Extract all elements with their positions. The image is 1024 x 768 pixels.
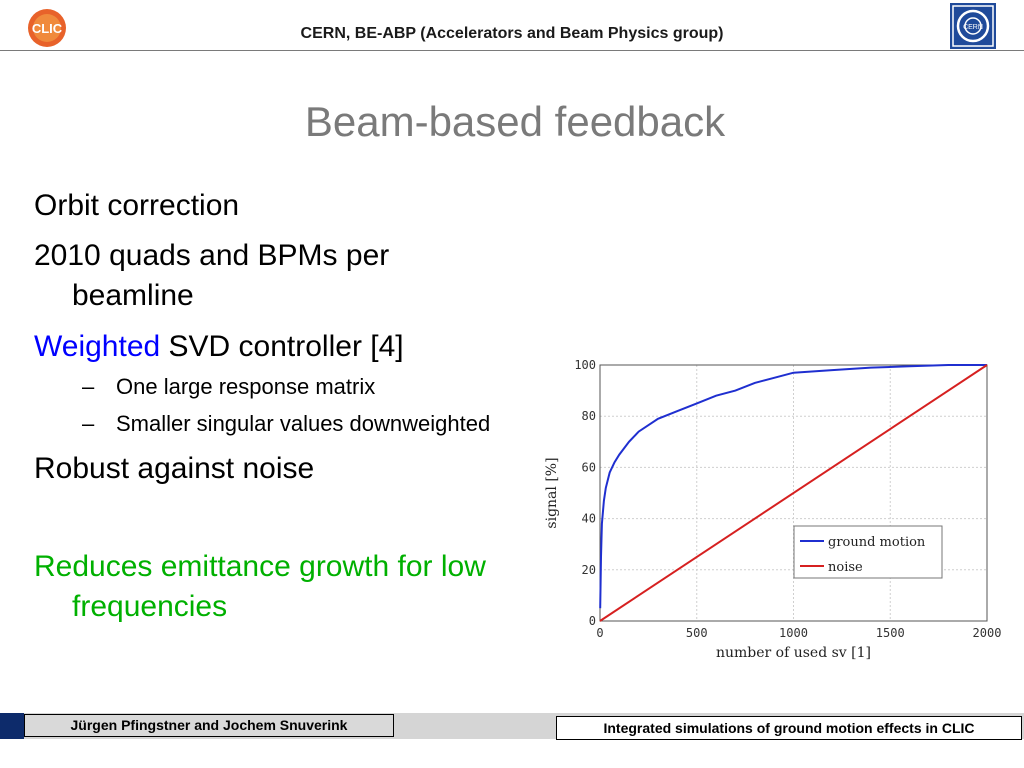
sub-bullet-text: One large response matrix	[116, 374, 376, 399]
bullet-quads-bpms: 2010 quads and BPMs per beamline	[34, 236, 389, 316]
x-tick-label: 1000	[779, 626, 808, 640]
legend-label: noise	[828, 560, 863, 575]
sub-bullet-text: Smaller singular values downweighted	[116, 411, 491, 436]
bullet-weighted-svd: Weighted SVD controller [4]	[34, 327, 404, 367]
sub-bullet-dash: –	[82, 411, 95, 436]
svg-text:CLIC: CLIC	[32, 21, 63, 36]
weighted-highlight: Weighted	[34, 330, 161, 363]
y-axis-label: signal [%]	[544, 457, 560, 528]
footer-authors: Jürgen Pfingstner and Jochem Snuverink	[24, 714, 394, 737]
svd-controller-text: SVD controller [4]	[160, 330, 404, 363]
bullet-reduces-emittance: Reduces emittance growth for low frequen…	[34, 547, 486, 627]
x-tick-label: 0	[596, 626, 603, 640]
y-tick-label: 100	[574, 358, 596, 372]
legend-box	[793, 525, 943, 579]
clic-logo: CLIC	[28, 9, 66, 47]
bullet-emittance-line2: frequencies	[72, 590, 228, 623]
svg-text:CERN: CERN	[963, 24, 983, 31]
x-tick-label: 2000	[973, 626, 1002, 640]
x-tick-label: 500	[686, 626, 708, 640]
legend-label: ground motion	[828, 535, 926, 550]
chart-ticks: 0 500 1000 1500 2000 0 20 40 60 80 100	[574, 358, 1001, 640]
footer-talk-title: Integrated simulations of ground motion …	[556, 716, 1022, 740]
x-axis-label: number of used sv [1]	[716, 645, 871, 661]
chart-legend: ground motion noise	[793, 525, 943, 579]
footer-accent-square	[0, 713, 24, 739]
y-tick-label: 0	[589, 614, 596, 628]
bullet-orbit-correction: Orbit correction	[34, 189, 240, 222]
signal-chart: 0 500 1000 1500 2000 0 20 40 60 80 100 number of u…	[544, 358, 1001, 661]
y-tick-label: 60	[582, 460, 596, 474]
header-title: CERN, BE-ABP (Accelerators and Beam Phys…	[300, 25, 724, 42]
y-tick-label: 20	[582, 563, 596, 577]
series-line-0	[599, 364, 987, 609]
footer: Jürgen Pfingstner and Jochem Snuverink I…	[0, 713, 1024, 740]
y-tick-label: 40	[582, 512, 596, 526]
y-tick-label: 80	[582, 409, 596, 423]
bullet-quads-line2: beamline	[72, 279, 194, 312]
bullet-emittance-line1: Reduces emittance growth for low	[34, 550, 486, 583]
cern-logo: CERN	[950, 3, 996, 49]
chart-series	[599, 364, 988, 622]
plot-frame	[599, 364, 988, 622]
header-divider	[0, 50, 1024, 51]
slide-title: Beam-based feedback	[304, 98, 726, 145]
series-line-1	[599, 364, 988, 622]
sub-bullet-dash: –	[82, 374, 95, 399]
bullet-quads-line1: 2010 quads and BPMs per	[34, 239, 390, 272]
x-tick-label: 1500	[876, 626, 905, 640]
bullet-robust-noise: Robust against noise	[34, 452, 315, 485]
